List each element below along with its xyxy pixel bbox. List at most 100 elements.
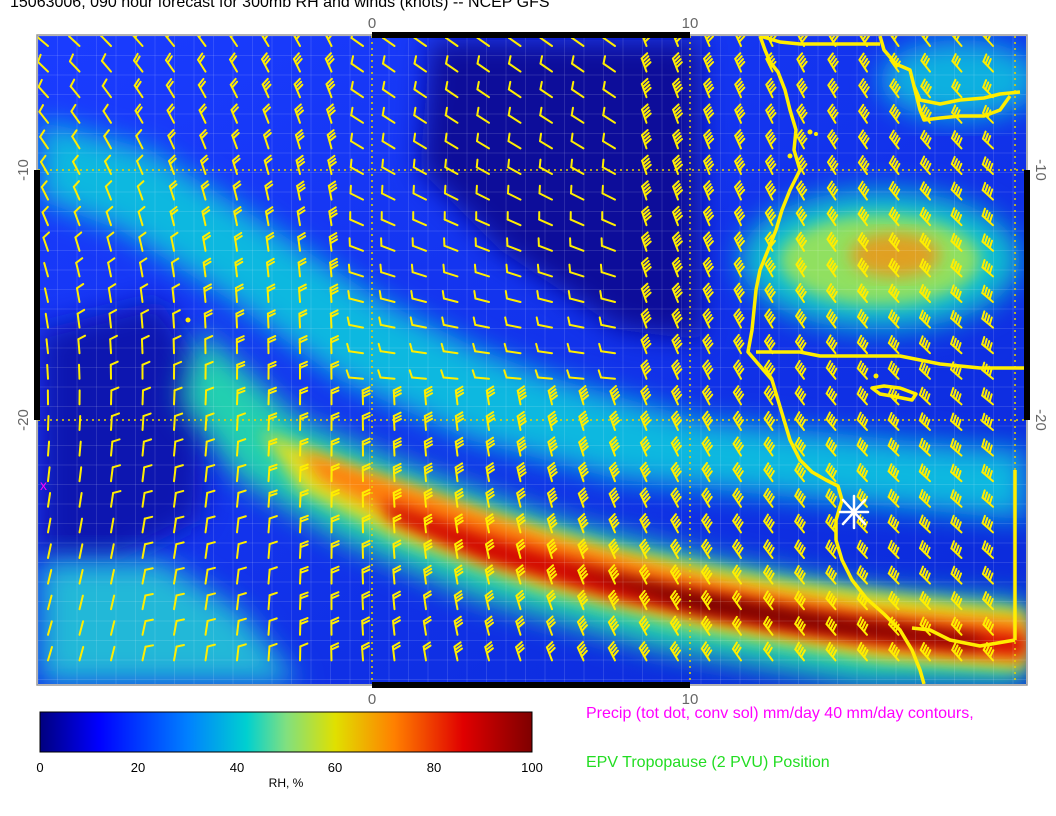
- wind-barb: [639, 487, 651, 508]
- lon-tick-top-10: 10: [682, 15, 699, 32]
- wind-barb: [392, 539, 402, 559]
- wind-barb: [856, 411, 869, 431]
- wind-barb: [264, 206, 274, 227]
- wind-barb: [440, 369, 459, 380]
- wind-barb: [444, 55, 459, 73]
- wind-barb: [671, 282, 683, 303]
- wind-barb: [794, 359, 807, 380]
- wind-barb: [765, 103, 777, 124]
- wind-barb: [78, 645, 85, 662]
- wind-barb: [602, 55, 616, 73]
- wind-barb: [330, 412, 340, 431]
- wind-barb: [825, 385, 838, 406]
- wind-barb: [950, 565, 963, 585]
- wind-barb: [538, 158, 553, 175]
- wind-barb: [233, 206, 243, 227]
- wind-barb: [380, 184, 396, 201]
- wind-barb: [794, 616, 806, 636]
- wind-barb: [141, 541, 154, 559]
- wind-barb: [918, 437, 931, 457]
- wind-barb: [578, 436, 589, 457]
- wind-barb: [732, 385, 745, 406]
- wind-barb: [919, 591, 931, 611]
- wind-barb: [485, 436, 496, 457]
- wind-barb: [763, 564, 775, 585]
- wind-barb: [199, 154, 209, 175]
- wind-barb: [889, 103, 901, 124]
- wind-barb: [981, 489, 994, 508]
- wind-barb: [538, 184, 553, 201]
- wind-barb: [299, 591, 309, 611]
- wind-barb: [423, 488, 433, 508]
- wind-barb: [197, 77, 207, 99]
- wind-barb: [260, 52, 271, 73]
- wind-barb: [734, 77, 746, 99]
- wind-barb: [539, 106, 553, 124]
- wind-barb: [173, 643, 186, 662]
- wind-barb: [731, 590, 742, 611]
- wind-barb: [763, 616, 774, 636]
- wind-barb: [547, 436, 558, 457]
- wind-barb: [235, 335, 245, 355]
- wind-barb: [670, 461, 682, 483]
- wind-barb: [134, 103, 144, 124]
- wind-barb: [141, 515, 154, 534]
- wind-barb: [485, 513, 495, 534]
- wind-barb: [856, 641, 869, 662]
- wind-barb: [950, 489, 963, 508]
- wind-barb: [392, 488, 402, 508]
- wind-barb: [473, 289, 490, 303]
- wind-barb: [293, 77, 304, 99]
- wind-barb: [638, 641, 651, 662]
- wind-barb: [327, 180, 338, 201]
- wind-barb: [77, 334, 87, 355]
- wind-barb: [173, 386, 183, 406]
- wind-barb: [504, 316, 522, 329]
- wind-barb: [47, 466, 51, 483]
- wind-barb: [566, 369, 585, 380]
- wind-barb: [263, 129, 272, 150]
- wind-barb: [443, 184, 459, 201]
- wind-barb: [887, 411, 900, 431]
- wind-barb: [794, 462, 806, 483]
- wind-barb: [857, 232, 870, 252]
- wind-barb: [141, 412, 152, 431]
- wind-barb: [423, 437, 434, 457]
- wind-barb: [981, 412, 994, 431]
- wind-barb: [732, 359, 745, 380]
- wind-barb: [412, 158, 427, 175]
- wind-barb: [640, 333, 652, 355]
- wind-barb: [700, 564, 713, 585]
- wind-barb: [889, 36, 900, 47]
- wind-barb: [110, 386, 120, 406]
- wind-barb: [78, 491, 83, 508]
- wind-barb: [918, 514, 931, 534]
- wind-barb: [825, 488, 837, 508]
- wind-barb: [204, 515, 216, 534]
- wind-barb: [236, 489, 247, 508]
- wind-barb: [267, 412, 278, 431]
- wind-barb: [141, 644, 155, 662]
- wind-barb: [982, 616, 995, 636]
- wind-barb: [981, 233, 994, 252]
- wind-barb: [794, 641, 806, 662]
- wind-barb: [379, 263, 396, 278]
- wind-barb: [454, 411, 465, 431]
- wind-barb: [570, 132, 585, 150]
- precip-marker: x: [40, 477, 47, 493]
- wind-barb: [982, 36, 994, 47]
- wind-barb: [330, 514, 340, 534]
- wind-barb: [267, 463, 278, 483]
- wind-barb: [856, 360, 869, 380]
- wind-barb: [75, 283, 85, 303]
- wind-barb: [110, 517, 115, 534]
- wind-barb: [236, 412, 246, 431]
- wind-barb: [236, 463, 247, 483]
- wind-barb: [443, 237, 459, 252]
- wind-barb: [609, 436, 620, 457]
- wind-barb: [703, 77, 715, 99]
- wind-barb: [608, 538, 620, 559]
- wind-barb: [141, 618, 154, 636]
- wind-barb: [794, 590, 806, 611]
- wind-barb: [981, 259, 994, 278]
